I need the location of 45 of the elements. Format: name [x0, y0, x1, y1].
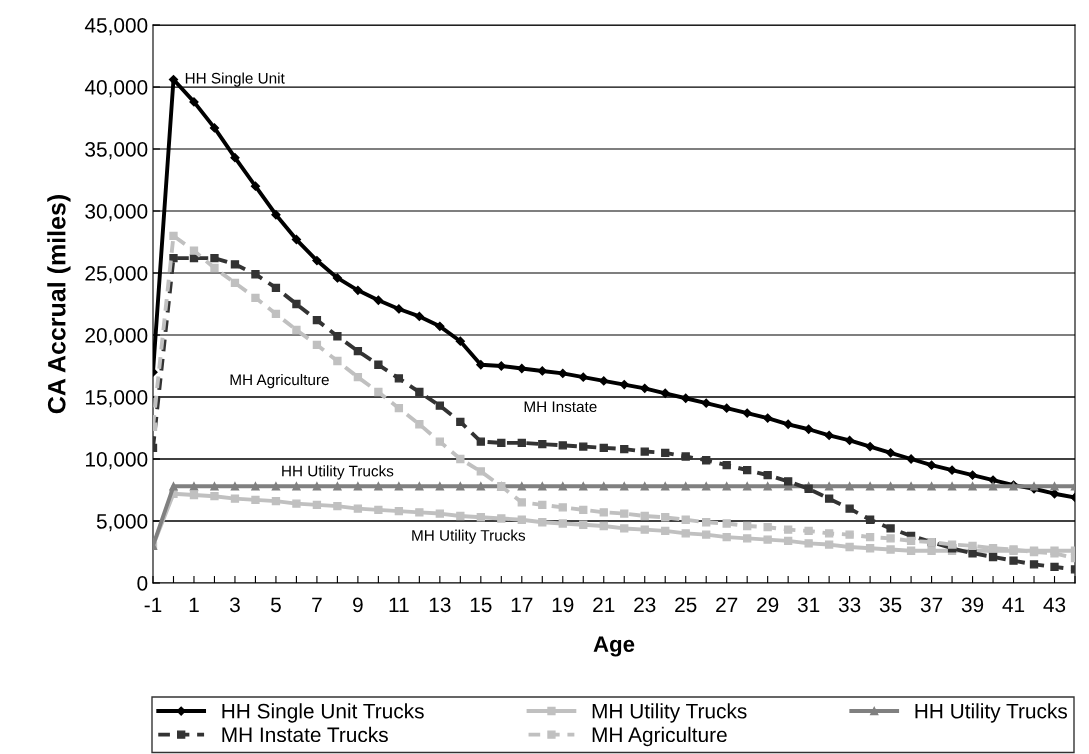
y-tick-label: 10,000: [86, 452, 148, 470]
x-tick-label: -1: [144, 597, 162, 612]
y-tick-label: 40,000: [84, 80, 148, 98]
x-tick-label: 5: [270, 597, 281, 613]
x-tick-label: 43: [1043, 597, 1066, 613]
y-tick-label: 15,000: [86, 390, 148, 408]
x-tick-label: 9: [353, 597, 363, 613]
x-axis-title: Age: [593, 636, 635, 657]
annotation: MH Utility Trucks: [412, 529, 526, 544]
legend-label: MH Instate Trucks: [222, 726, 388, 743]
x-tick-label: 33: [838, 597, 861, 613]
x-tick-label: 39: [961, 597, 984, 613]
legend-label: HH Utility Trucks: [915, 703, 1067, 723]
x-tick-label: 15: [470, 597, 492, 613]
y-tick-label: 30,000: [85, 204, 148, 222]
legend-label: HH Single Unit Trucks: [222, 703, 424, 723]
y-tick-label: 20,000: [85, 328, 148, 346]
annotation: MH Instate: [524, 401, 597, 413]
annotation: HH Utility Trucks: [282, 465, 394, 480]
legend-label: MH Agriculture: [592, 726, 727, 747]
legend-label: MH Utility Trucks: [592, 703, 747, 723]
x-tick-label: 1: [189, 597, 199, 612]
x-tick-label: 41: [1002, 597, 1025, 612]
y-tick-label: 35,000: [85, 142, 148, 160]
x-tick-label: 7: [312, 597, 322, 612]
x-tick-label: 37: [920, 597, 943, 613]
y-tick-label: 45,000: [84, 18, 148, 36]
x-tick-label: 13: [429, 597, 451, 613]
annotation: HH Single Unit: [185, 72, 285, 87]
x-tick-label: 27: [716, 597, 738, 612]
y-axis-title: CA Accrual (miles): [47, 195, 71, 414]
x-tick-label: 35: [879, 597, 902, 613]
x-tick-label: 25: [675, 597, 697, 613]
x-tick-label: 17: [511, 597, 533, 612]
y-tick-label: 25,000: [85, 266, 148, 284]
x-tick-label: 21: [593, 597, 615, 612]
y-tick-label: 5,000: [96, 514, 148, 532]
x-tick-label: 3: [229, 597, 240, 613]
x-tick-label: 29: [757, 597, 779, 613]
x-tick-label: 11: [389, 597, 409, 612]
annotation: MH Agriculture: [230, 373, 329, 389]
x-tick-label: 31: [797, 597, 820, 613]
x-tick-label: 19: [552, 597, 574, 613]
y-tick-label: 0: [137, 576, 148, 591]
x-tick-label: 23: [634, 597, 656, 613]
